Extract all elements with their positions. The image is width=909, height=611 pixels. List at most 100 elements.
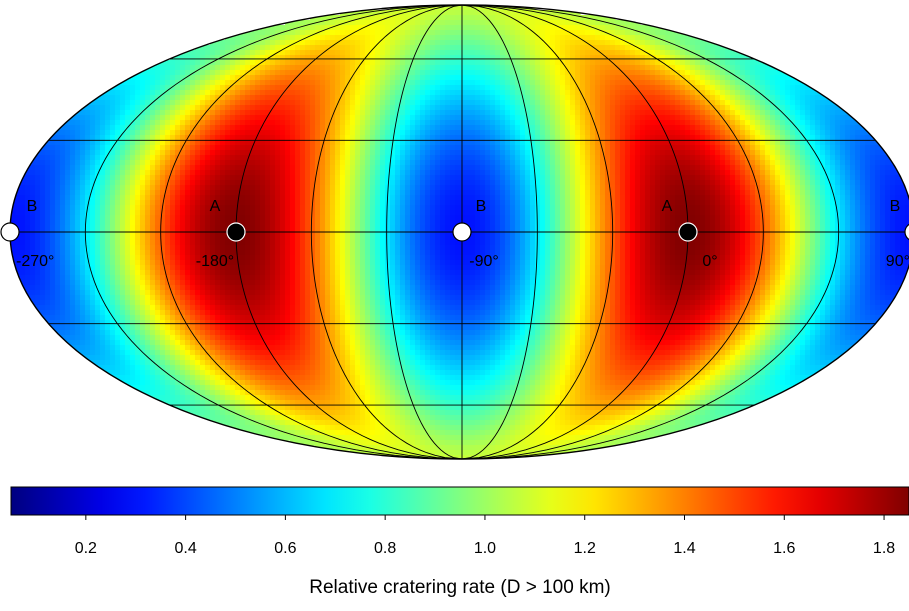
heatmap-cell bbox=[210, 130, 216, 136]
heatmap-cell bbox=[405, 160, 411, 166]
heatmap-cell bbox=[795, 150, 801, 156]
heatmap-cell bbox=[600, 40, 606, 46]
heatmap-cell bbox=[810, 175, 816, 181]
heatmap-cell bbox=[90, 140, 96, 146]
heatmap-cell bbox=[195, 130, 201, 136]
heatmap-cell bbox=[150, 135, 156, 141]
heatmap-cell bbox=[600, 160, 606, 166]
heatmap-cell bbox=[615, 175, 621, 181]
heatmap-cell bbox=[385, 125, 391, 131]
heatmap-cell bbox=[190, 100, 196, 106]
heatmap-cell bbox=[375, 10, 381, 16]
heatmap-cell bbox=[365, 140, 371, 146]
heatmap-cell bbox=[220, 140, 226, 146]
heatmap-cell bbox=[305, 160, 311, 166]
heatmap-cell bbox=[95, 165, 101, 171]
heatmap-cell bbox=[480, 165, 486, 171]
heatmap-cell bbox=[355, 90, 361, 96]
heatmap-cell bbox=[780, 100, 786, 106]
heatmap-cell bbox=[825, 170, 831, 176]
heatmap-cell bbox=[70, 150, 76, 156]
heatmap-cell bbox=[210, 140, 216, 146]
heatmap-cell bbox=[620, 100, 626, 106]
heatmap-cell bbox=[650, 160, 656, 166]
heatmap-cell bbox=[505, 35, 511, 41]
heatmap-cell bbox=[630, 130, 636, 136]
heatmap-cell bbox=[730, 180, 736, 186]
heatmap-cell bbox=[130, 120, 136, 126]
heatmap-cell bbox=[445, 90, 451, 96]
heatmap-cell bbox=[195, 180, 201, 186]
heatmap-cell bbox=[640, 175, 646, 181]
heatmap-cell bbox=[835, 150, 841, 156]
heatmap-cell bbox=[235, 180, 241, 186]
heatmap-cell bbox=[850, 130, 856, 136]
heatmap-cell bbox=[340, 100, 346, 106]
heatmap-cell bbox=[285, 185, 291, 191]
heatmap-cell bbox=[520, 25, 526, 31]
heatmap-cell bbox=[855, 175, 861, 181]
heatmap-cell bbox=[585, 125, 591, 131]
heatmap-cell bbox=[705, 80, 711, 86]
heatmap-cell bbox=[630, 100, 636, 106]
heatmap-cell bbox=[830, 180, 836, 186]
heatmap-cell bbox=[85, 140, 91, 146]
heatmap-cell bbox=[555, 175, 561, 181]
heatmap-cell bbox=[290, 45, 296, 51]
heatmap-cell bbox=[715, 135, 721, 141]
heatmap-cell bbox=[260, 30, 266, 36]
heatmap-cell bbox=[485, 5, 491, 11]
heatmap-cell bbox=[445, 55, 451, 61]
heatmap-cell bbox=[415, 10, 421, 16]
heatmap-cell bbox=[555, 60, 561, 66]
heatmap-cell bbox=[530, 70, 536, 76]
heatmap-cell bbox=[490, 35, 496, 41]
heatmap-cell bbox=[300, 135, 306, 141]
heatmap-cell bbox=[550, 165, 556, 171]
heatmap-cell bbox=[145, 150, 151, 156]
heatmap-cell bbox=[635, 55, 641, 61]
heatmap-cell bbox=[725, 150, 731, 156]
heatmap-cell bbox=[535, 140, 541, 146]
heatmap-cell bbox=[660, 135, 666, 141]
heatmap-cell bbox=[195, 150, 201, 156]
heatmap-cell bbox=[615, 105, 621, 111]
heatmap-cell bbox=[30, 175, 36, 181]
heatmap-cell bbox=[235, 175, 241, 181]
heatmap-cell bbox=[600, 130, 606, 136]
heatmap-cell bbox=[845, 115, 851, 121]
heatmap-cell bbox=[555, 115, 561, 121]
heatmap-cell bbox=[410, 40, 416, 46]
heatmap-cell bbox=[760, 150, 766, 156]
heatmap-cell bbox=[820, 155, 826, 161]
heatmap-cell bbox=[575, 60, 581, 66]
heatmap-cell bbox=[605, 180, 611, 186]
heatmap-cell bbox=[575, 40, 581, 46]
heatmap-cell bbox=[530, 35, 536, 41]
heatmap-cell bbox=[395, 150, 401, 156]
heatmap-cell bbox=[370, 25, 376, 31]
heatmap-cell bbox=[590, 100, 596, 106]
heatmap-cell bbox=[710, 160, 716, 166]
heatmap-cell bbox=[185, 180, 191, 186]
heatmap-cell bbox=[645, 85, 651, 91]
heatmap-cell bbox=[780, 85, 786, 91]
heatmap-cell bbox=[315, 45, 321, 51]
heatmap-cell bbox=[565, 185, 571, 191]
heatmap-cell bbox=[685, 75, 691, 81]
heatmap-cell bbox=[195, 160, 201, 166]
heatmap-cell bbox=[185, 120, 191, 126]
heatmap-cell bbox=[475, 155, 481, 161]
heatmap-cell bbox=[285, 140, 291, 146]
heatmap-cell bbox=[440, 60, 446, 66]
heatmap-cell bbox=[610, 105, 616, 111]
heatmap-cell bbox=[365, 130, 371, 136]
heatmap-cell bbox=[600, 120, 606, 126]
heatmap-cell bbox=[465, 155, 471, 161]
heatmap-cell bbox=[445, 105, 451, 111]
heatmap-cell bbox=[845, 165, 851, 171]
heatmap-cell bbox=[470, 125, 476, 131]
heatmap-cell bbox=[430, 85, 436, 91]
heatmap-cell bbox=[250, 65, 256, 71]
heatmap-cell bbox=[195, 140, 201, 146]
